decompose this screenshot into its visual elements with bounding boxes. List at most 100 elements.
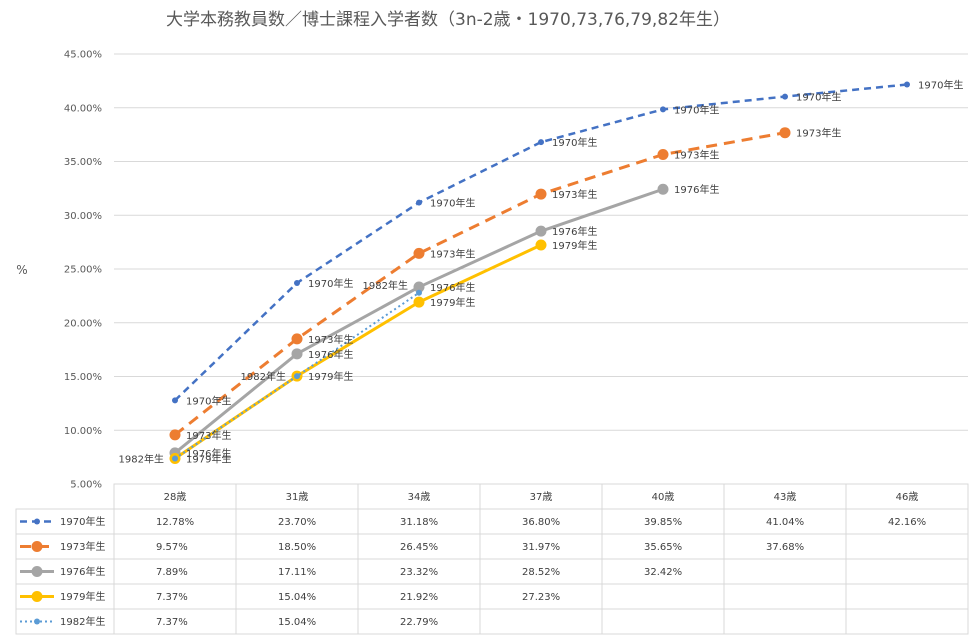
data-label: 1976年生 — [430, 281, 475, 294]
table-cell-value: 39.85% — [644, 517, 682, 528]
legend-key-marker — [34, 618, 40, 625]
data-label: 1976年生 — [186, 447, 231, 460]
y-tick-label: 30.00% — [64, 211, 102, 222]
data-label: 1970年生 — [674, 103, 719, 116]
table-cell-value: 17.11% — [278, 567, 316, 578]
table-cell-value: 36.80% — [522, 517, 560, 528]
data-point — [291, 333, 303, 345]
data-label: 1976年生 — [674, 183, 719, 196]
data-label: 1970年生 — [552, 136, 597, 149]
table-cell-value: 7.37% — [156, 617, 188, 628]
legend-series-name: 1970年生 — [60, 515, 105, 528]
legend-key-marker — [31, 591, 43, 602]
table-cell-value: 32.42% — [644, 567, 682, 578]
legend-key-marker — [34, 518, 40, 525]
table-cell-value: 31.97% — [522, 542, 560, 553]
data-point — [413, 296, 425, 308]
data-point — [535, 225, 547, 237]
data-label: 1970年生 — [186, 394, 231, 407]
table-cell-value: 7.89% — [156, 567, 188, 578]
data-point — [538, 139, 544, 146]
data-label: 1970年生 — [796, 91, 841, 104]
data-point — [294, 279, 300, 286]
legend-series-name: 1982年生 — [60, 615, 105, 628]
x-category-label: 28歳 — [164, 491, 187, 503]
legend-series-name: 1976年生 — [60, 565, 105, 578]
series-line — [174, 291, 420, 460]
data-point — [172, 397, 178, 404]
table-cell-value: 12.78% — [156, 517, 194, 528]
data-point — [782, 93, 788, 100]
y-tick-label: 5.00% — [70, 480, 102, 491]
data-label: 1982年生 — [119, 453, 164, 466]
data-point — [535, 239, 547, 251]
data-point — [779, 127, 791, 139]
y-tick-labels: 5.00% 10.00% 15.00% 20.00% 25.00% 30.00% 35.00… — [64, 50, 102, 491]
x-category-label: 46歳 — [896, 491, 919, 503]
data-point — [294, 373, 300, 380]
x-category-label: 31歳 — [286, 491, 309, 503]
data-point — [413, 247, 425, 259]
table-cell-value: 42.16% — [888, 517, 926, 528]
legend-key-marker — [31, 566, 43, 577]
data-label: 1973年生 — [552, 188, 597, 201]
data-point — [660, 106, 666, 113]
data-point — [657, 149, 669, 161]
data-point — [535, 188, 547, 200]
table-cell-value: 7.37% — [156, 592, 188, 603]
table-cell-value: 31.18% — [400, 517, 438, 528]
x-category-label: 37歳 — [530, 491, 553, 503]
data-point — [291, 348, 303, 360]
table-cell-value: 22.79% — [400, 617, 438, 628]
x-category-label: 40歳 — [652, 491, 675, 503]
x-category-label: 43歳 — [774, 491, 797, 503]
data-label: 1979年生 — [308, 370, 353, 383]
table-cell-value: 27.23% — [522, 592, 560, 603]
data-label: 1982年生 — [241, 370, 286, 383]
data-label: 1982年生 — [363, 279, 408, 292]
table-cell-value: 18.50% — [278, 542, 316, 553]
table-cell-value: 41.04% — [766, 517, 804, 528]
data-label: 1973年生 — [796, 127, 841, 140]
table-cell-value: 15.04% — [278, 592, 316, 603]
data-point — [657, 183, 669, 195]
y-tick-label: 40.00% — [64, 103, 102, 114]
table-cell-value: 9.57% — [156, 542, 188, 553]
table-cell-value: 23.32% — [400, 567, 438, 578]
y-tick-label: 45.00% — [64, 50, 102, 61]
y-tick-label: 35.00% — [64, 157, 102, 168]
data-label: 1976年生 — [552, 225, 597, 238]
data-label: 1973年生 — [430, 247, 475, 260]
data-point — [416, 289, 422, 296]
table-cell-value: 37.68% — [766, 542, 804, 553]
data-label: 1979年生 — [186, 453, 231, 466]
legend-series-name: 1979年生 — [60, 590, 105, 603]
data-label: 1976年生 — [308, 348, 353, 361]
y-tick-label: 10.00% — [64, 426, 102, 437]
data-label: 1973年生 — [674, 149, 719, 162]
series-lines — [169, 81, 910, 465]
y-tick-label: 20.00% — [64, 318, 102, 329]
y-tick-label: 25.00% — [64, 265, 102, 276]
table-cell-value: 35.65% — [644, 542, 682, 553]
chart-title: 大学本務教員数／博士課程入学者数（3n-2歳・1970,73,76,79,82年… — [166, 10, 730, 30]
data-label: 1970年生 — [918, 79, 963, 92]
data-point — [169, 429, 181, 441]
data-label: 1979年生 — [552, 239, 597, 252]
y-tick-label: 15.00% — [64, 372, 102, 383]
data-point — [413, 281, 425, 293]
series-line — [174, 131, 786, 437]
data-point — [416, 199, 422, 206]
data-label: 1979年生 — [430, 296, 475, 309]
y-axis-label: % — [16, 263, 27, 277]
table-cell-value: 23.70% — [278, 517, 316, 528]
table-cell-value: 28.52% — [522, 567, 560, 578]
legend-key-marker — [31, 541, 43, 552]
data-label: 1973年生 — [186, 429, 231, 442]
data-table: 28歳 31歳 34歳 37歳 40歳 43歳 46歳 1970年生 12.78% 23.70% 3… — [15, 483, 969, 635]
data-point — [904, 81, 910, 88]
x-category-label: 34歳 — [408, 491, 431, 503]
data-label: 1970年生 — [430, 197, 475, 210]
series-line — [174, 243, 542, 460]
